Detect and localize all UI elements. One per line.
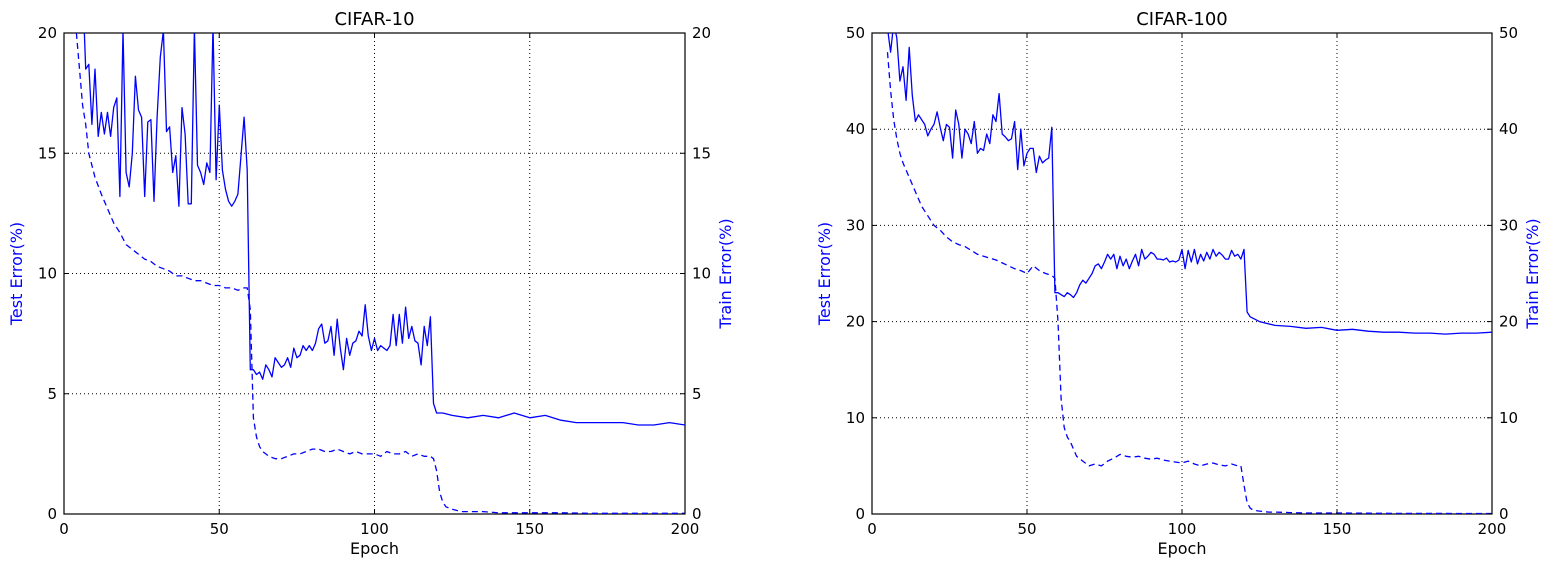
x-tick-label: 0 xyxy=(59,520,69,538)
x-tick-label: 0 xyxy=(867,520,877,538)
y-tick-label-left: 40 xyxy=(846,120,865,138)
y-tick-label-right: 20 xyxy=(692,24,711,42)
y-tick-label-right: 20 xyxy=(1499,313,1518,331)
y-tick-label-left: 10 xyxy=(38,265,57,283)
x-axis-label: Epoch xyxy=(1158,539,1207,558)
chart-title: CIFAR-10 xyxy=(334,9,414,30)
x-axis-label: Epoch xyxy=(350,539,399,558)
y-axis-label-right: Train Error(%) xyxy=(1523,218,1542,329)
x-tick-label: 50 xyxy=(210,520,229,538)
y-tick-label-left: 20 xyxy=(38,24,57,42)
x-tick-label: 200 xyxy=(671,520,700,538)
y-axis-label-left: Test Error(%) xyxy=(815,222,834,326)
y-tick-label-left: 0 xyxy=(47,505,57,523)
series-lines xyxy=(886,33,1492,514)
y-tick-label-right: 50 xyxy=(1499,24,1518,42)
y-axis-label-left: Test Error(%) xyxy=(7,222,26,326)
train-error-line xyxy=(886,52,1492,514)
y-tick-label-left: 5 xyxy=(47,385,57,403)
chart-title: CIFAR-100 xyxy=(1136,9,1228,30)
y-tick-label-left: 50 xyxy=(846,24,865,42)
x-tick-label: 50 xyxy=(1017,520,1036,538)
y-tick-label-right: 0 xyxy=(692,505,702,523)
y-tick-label-left: 30 xyxy=(846,216,865,234)
train-error-line xyxy=(75,33,685,514)
y-tick-label-right: 5 xyxy=(692,385,702,403)
y-tick-label-right: 40 xyxy=(1499,120,1518,138)
y-tick-label-right: 30 xyxy=(1499,216,1518,234)
y-tick-label-right: 10 xyxy=(1499,409,1518,427)
y-tick-label-right: 0 xyxy=(1499,505,1509,523)
x-tick-label: 100 xyxy=(1168,520,1197,538)
x-tick-label: 100 xyxy=(360,520,389,538)
y-tick-label-right: 10 xyxy=(692,265,711,283)
series-lines xyxy=(75,33,685,514)
x-tick-label: 150 xyxy=(1323,520,1352,538)
x-tick-label: 150 xyxy=(515,520,544,538)
x-tick-label: 200 xyxy=(1478,520,1507,538)
y-tick-label-right: 15 xyxy=(692,144,711,162)
y-axis-label-right: Train Error(%) xyxy=(716,218,735,329)
test-error-line xyxy=(83,33,685,426)
y-tick-label-left: 15 xyxy=(38,144,57,162)
test-error-line xyxy=(887,33,1492,335)
y-tick-label-left: 10 xyxy=(846,409,865,427)
grid-lines xyxy=(872,33,1492,514)
y-tick-label-left: 0 xyxy=(855,505,865,523)
y-tick-label-left: 20 xyxy=(846,313,865,331)
